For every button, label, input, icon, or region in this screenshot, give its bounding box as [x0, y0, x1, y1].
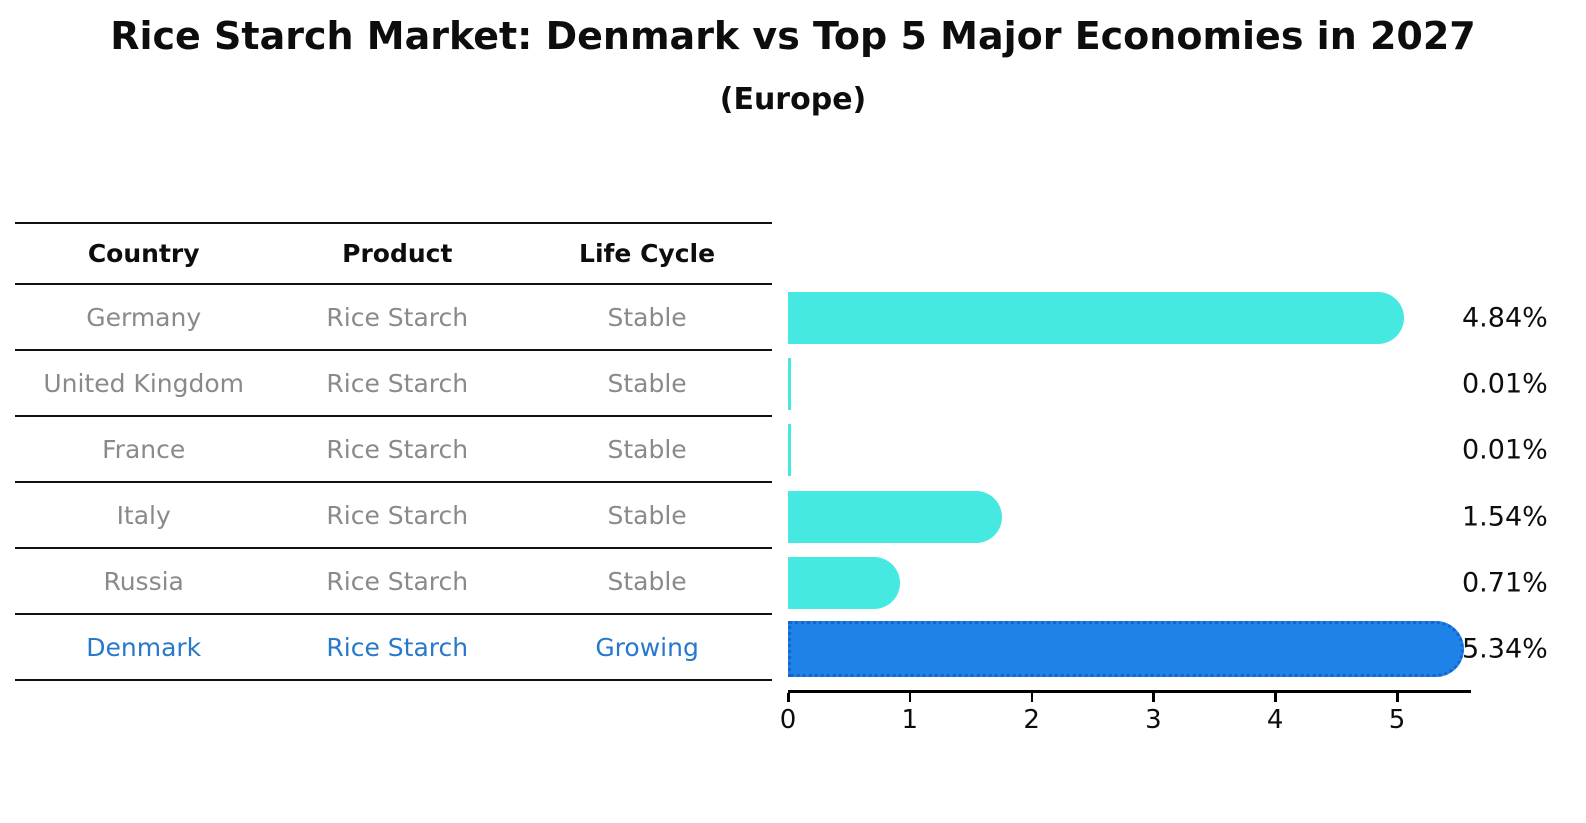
bar-value-label: 0.71% [1462, 567, 1548, 599]
bar-row: 4.84% [788, 285, 1586, 351]
table-cell-country: Russia [103, 566, 184, 596]
bar-france [788, 424, 791, 477]
bar-chart-area: 4.84% 0.01% 0.01% 1.54% 0.71% 5.34% [788, 285, 1586, 682]
table-cell-life-cycle: Stable [607, 434, 687, 464]
table-header-product: Product [342, 239, 453, 268]
table-cell-country: United Kingdom [43, 368, 245, 398]
bar-row: 1.54% [788, 483, 1586, 549]
x-axis-line [788, 690, 1471, 693]
table-cell-country: Germany [86, 302, 202, 332]
x-axis-tick [1274, 692, 1277, 702]
x-axis-tick-label: 0 [779, 705, 797, 735]
table-cell-product: Rice Starch [326, 434, 469, 464]
bar-row: 0.71% [788, 550, 1586, 616]
table-row: United Kingdom Rice Starch Stable [15, 351, 772, 417]
chart-subtitle: (Europe) [719, 82, 867, 117]
table-cell-life-cycle: Growing [595, 632, 699, 662]
x-axis-tick-label: 2 [1023, 705, 1040, 735]
table-cell-product: Rice Starch [326, 368, 469, 398]
bar-row: 0.01% [788, 351, 1586, 417]
table-cell-country: France [102, 434, 186, 464]
table-row: France Rice Starch Stable [15, 417, 772, 483]
bar-value-label: 5.34% [1462, 633, 1548, 665]
table-row: Italy Rice Starch Stable [15, 483, 772, 549]
table-cell-life-cycle: Stable [607, 302, 687, 332]
x-axis-tick [1152, 692, 1155, 702]
table-header-country: Country [87, 239, 200, 268]
bar-row: 0.01% [788, 417, 1586, 483]
table-cell-product: Rice Starch [326, 632, 469, 662]
table-row: Russia Rice Starch Stable [15, 549, 772, 615]
chart-title: Rice Starch Market: Denmark vs Top 5 Maj… [110, 14, 1476, 58]
x-axis-tick-label: 3 [1145, 705, 1162, 735]
table-cell-product: Rice Starch [326, 566, 469, 596]
table-cell-life-cycle: Stable [607, 566, 687, 596]
table-cell-life-cycle: Stable [607, 500, 687, 530]
x-axis-tick [1396, 692, 1399, 702]
table-header-row: Country Product Life Cycle [15, 222, 772, 285]
table-header-life-cycle: Life Cycle [579, 239, 716, 268]
table-cell-country: Italy [116, 500, 171, 530]
x-axis-tick [908, 692, 912, 702]
bar-value-label: 0.01% [1462, 434, 1548, 466]
x-axis-tick-label: 1 [901, 705, 919, 735]
bar-row: 5.34% [788, 616, 1586, 682]
bar-italy [788, 490, 1002, 543]
table-body: Germany Rice Starch Stable United Kingdom Ri… [15, 285, 772, 681]
table-cell-product: Rice Starch [326, 500, 469, 530]
bar-united-kingdom [788, 358, 791, 411]
x-axis: 0 1 2 3 4 5 [780, 690, 1471, 750]
bar-highlight-denmark [788, 620, 1464, 677]
x-axis-tick [787, 692, 790, 702]
table-cell-life-cycle: Stable [607, 368, 687, 398]
country-table: Country Product Life Cycle Germany Rice S… [15, 222, 772, 681]
table-cell-country: Denmark [86, 632, 202, 662]
bar-value-label: 1.54% [1462, 501, 1548, 533]
bar-value-label: 4.84% [1462, 302, 1548, 334]
x-axis-tick-label: 4 [1266, 705, 1284, 735]
x-axis-tick-label: 5 [1388, 705, 1406, 735]
table-row: Germany Rice Starch Stable [15, 285, 772, 351]
table-row: Denmark Rice Starch Growing [15, 615, 772, 681]
x-axis-tick [1030, 692, 1034, 702]
table-cell-product: Rice Starch [326, 302, 469, 332]
bar-germany [788, 292, 1404, 345]
bar-value-label: 0.01% [1462, 368, 1548, 400]
bar-russia [788, 556, 900, 609]
